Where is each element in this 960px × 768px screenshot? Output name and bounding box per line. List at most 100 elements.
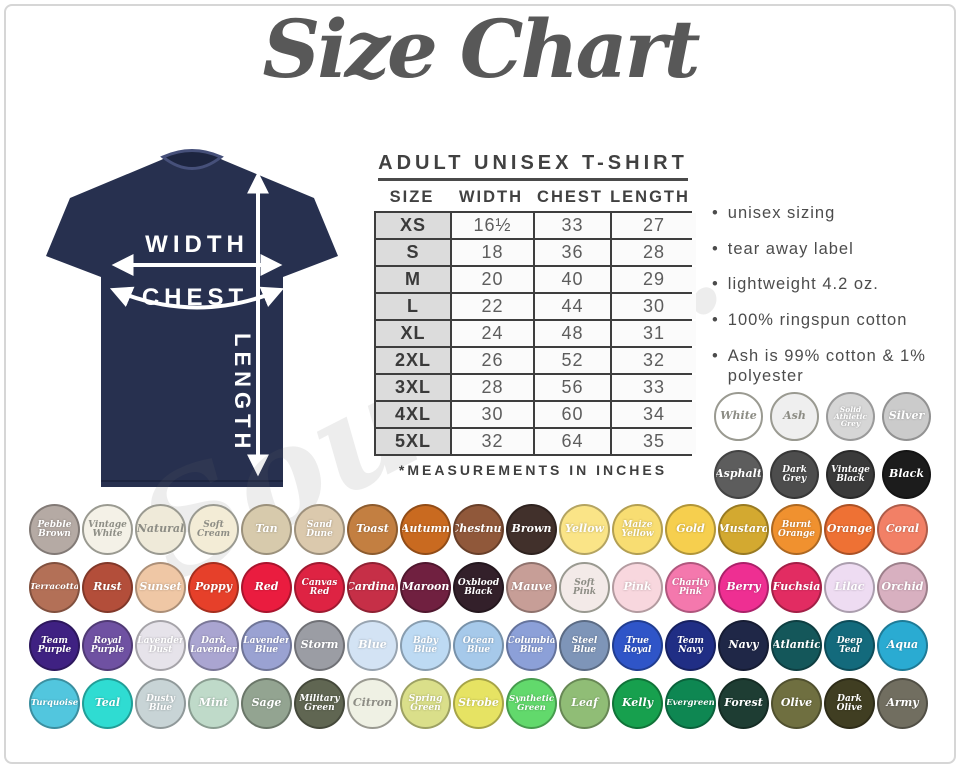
swatch-label-line: Evergreen <box>666 698 715 709</box>
swatch-ash: Ash <box>770 392 819 441</box>
swatch-berry: Berry <box>718 562 769 613</box>
swatch-label-line: Sunset <box>139 580 182 594</box>
value-cell: 60 <box>535 402 610 427</box>
chest-label: CHEST <box>142 284 248 311</box>
value-cell: 28 <box>612 240 696 265</box>
swatch-label: Sage <box>252 697 282 708</box>
swatch-label-line: Toast <box>356 522 389 536</box>
swatch-label-line: Black <box>889 467 924 481</box>
swatch-natural: Natural <box>135 504 186 555</box>
swatch-synthetic-green: Synthetic Green <box>506 678 557 729</box>
swatch-teal: Teal <box>82 678 133 729</box>
swatch-label-line: Olive <box>836 702 863 713</box>
swatch-label: Spring Green <box>409 695 443 712</box>
swatch-silver: Silver <box>882 392 931 441</box>
feature-text: unisex sizing <box>727 204 836 222</box>
table-row-xs: XS 16½ 33 27 <box>376 213 696 238</box>
bullet-icon: • <box>712 275 719 294</box>
value-cell: 29 <box>612 267 696 292</box>
value-cell: 40 <box>535 267 610 292</box>
swatch-label: Columbia Blue <box>508 637 555 655</box>
swatch-label: Turquoise <box>31 699 78 708</box>
swatch-olive: Olive <box>771 678 822 729</box>
swatch-dark-olive: Dark Olive <box>824 678 875 729</box>
swatch-label-line: Natural <box>136 522 185 536</box>
swatch-dark-grey: Dark Grey <box>770 450 819 499</box>
swatch-asphalt: Asphalt <box>714 450 763 499</box>
swatch-label-line: Dusty <box>146 693 175 704</box>
feature-item: • 100% ringspun cotton <box>712 310 944 331</box>
column-header-size: SIZE <box>389 188 435 206</box>
swatch-label-line: Kelly <box>621 696 654 710</box>
swatch-forest: Forest <box>718 678 769 729</box>
swatch-lavender-dust: Lavender Dust <box>135 620 186 671</box>
swatch-tan: Tan <box>241 504 292 555</box>
value-cell: 18 <box>452 240 533 265</box>
size-cell: 2XL <box>376 348 450 373</box>
tshirt-body <box>46 152 338 487</box>
swatch-label: Berry <box>726 580 761 594</box>
swatch-pebble-brown: Pebble Brown <box>29 504 80 555</box>
swatch-label-line: Lavender <box>190 644 237 655</box>
swatch-label: Cardinal <box>349 581 396 592</box>
value-cell: 28 <box>452 375 533 400</box>
value-cell: 32 <box>612 348 696 373</box>
swatch-label-line: Dark <box>837 693 862 704</box>
size-cell: S <box>376 240 450 265</box>
swatch-label: Lavender Blue <box>243 637 289 654</box>
swatch-columbia-blue: Columbia Blue <box>506 620 557 671</box>
swatch-label: Dusty Blue <box>146 695 175 712</box>
width-label: WIDTH <box>145 231 249 258</box>
swatch-team-purple: Team Purple <box>29 620 80 671</box>
feature-item: • Ash is 99% cotton & 1% polyester <box>712 346 944 387</box>
feature-text: 100% ringspun cotton <box>727 310 908 329</box>
swatch-label-line: Red <box>254 580 279 594</box>
swatch-label: Yellow <box>565 523 604 534</box>
swatch-label: Royal Purple <box>91 637 125 654</box>
swatch-label: Red <box>254 580 279 594</box>
swatch-label: Sand Dune <box>306 521 333 538</box>
swatch-label-line: Green <box>517 702 546 713</box>
value-cell: 44 <box>535 294 610 319</box>
swatch-label-line: Fuchsia <box>772 580 821 594</box>
swatch-spring-green: Spring Green <box>400 678 451 729</box>
swatch-label-line: Terracotta <box>29 582 80 593</box>
swatch-label: Olive <box>781 697 812 708</box>
swatch-label: Oxblood Black <box>458 579 499 596</box>
swatch-coral: Coral <box>877 504 928 555</box>
table-row-5xl: 5XL 32 64 35 <box>376 429 696 454</box>
swatch-label-line: Dark <box>201 635 226 646</box>
swatch-label-line: Teal <box>94 696 121 710</box>
swatch-citron: Citron <box>347 678 398 729</box>
swatch-label-line: Dune <box>306 528 333 539</box>
swatch-label-line: Leaf <box>571 696 598 710</box>
swatch-label: Silver <box>889 410 925 421</box>
swatch-label: Tan <box>255 523 277 534</box>
swatch-label-line: Berry <box>726 580 761 594</box>
swatch-label-line: True <box>625 635 650 646</box>
swatch-label: Pink <box>623 581 651 592</box>
bullet-icon: • <box>712 204 719 222</box>
swatch-orchid: Orchid <box>877 562 928 613</box>
swatch-charity-pink: Charity Pink <box>665 562 716 613</box>
swatch-label-line: Lavender <box>137 635 184 646</box>
swatch-label-line: Blue <box>519 644 544 655</box>
swatch-soft-cream: Soft Cream <box>188 504 239 555</box>
swatch-vintage-white: Vintage White <box>82 504 133 555</box>
swatch-label-line: Atlantic <box>772 638 821 652</box>
swatch-label: Vintage White <box>88 521 127 538</box>
swatch-label: Citron <box>353 697 392 708</box>
swatch-label: Synthetic Green <box>509 695 554 713</box>
swatch-maroon: Maroon <box>400 562 451 613</box>
swatch-label-line: Team <box>41 635 68 646</box>
swatch-label-line: Grey <box>840 419 861 429</box>
tshirt-collar-icon <box>160 149 224 170</box>
swatch-label: Dark Lavender <box>190 637 236 654</box>
swatch-label-line: Lilac <box>834 580 865 594</box>
swatch-label-line: Army <box>886 696 919 710</box>
swatch-label-line: Chestnut <box>453 522 504 536</box>
size-table-section: ADULT UNISEX T-SHIRT SIZE WIDTH CHEST LENGT… <box>374 152 696 478</box>
swatch-label-line: Blue <box>148 702 173 713</box>
swatch-label-line: Spring <box>408 693 443 704</box>
